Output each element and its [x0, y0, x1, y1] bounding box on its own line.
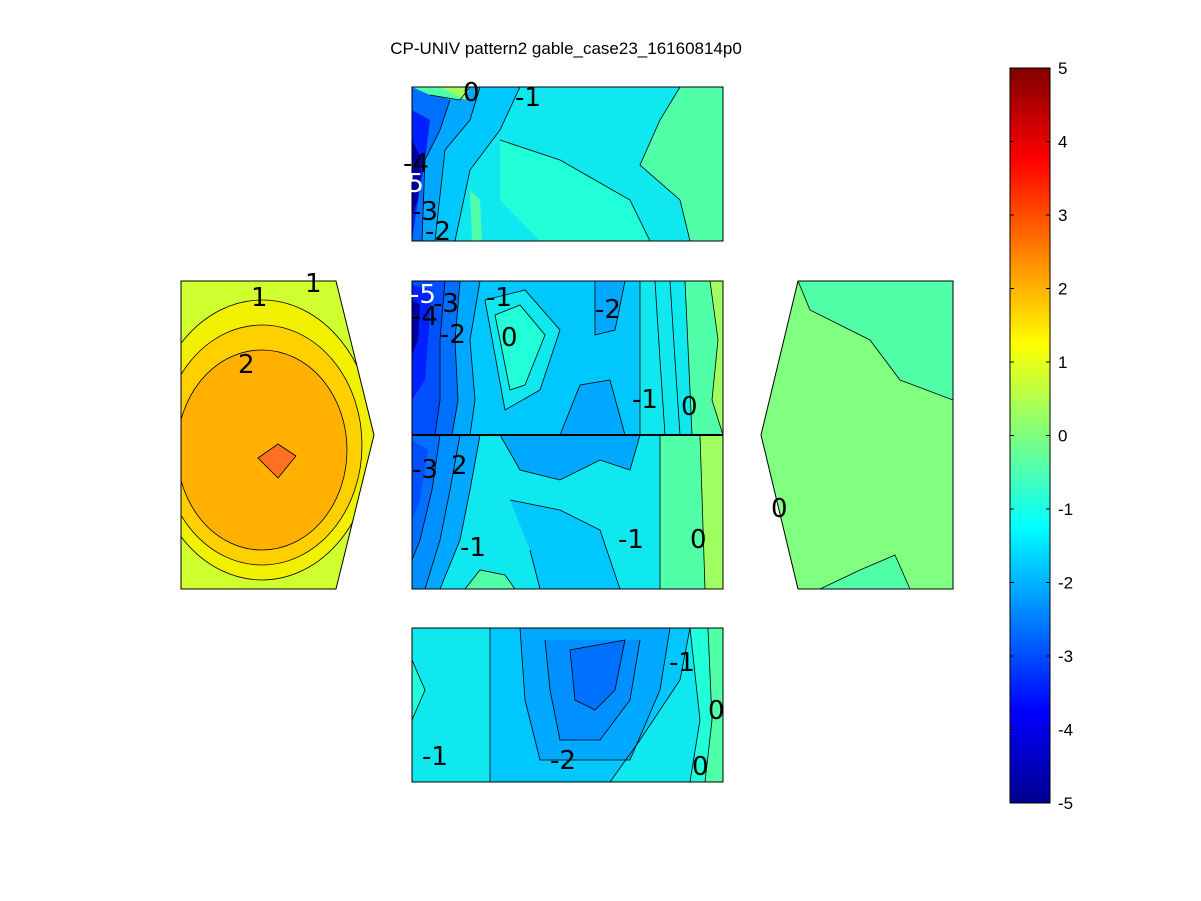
- panel-top: [412, 87, 723, 241]
- contour-label: 0: [690, 525, 707, 555]
- contour-label: -5: [410, 280, 436, 310]
- panel-roof-lower: [412, 435, 723, 589]
- panel-roof-upper: [412, 281, 723, 435]
- panel-right-region-top: [798, 281, 953, 400]
- contour-label: 0: [708, 696, 725, 726]
- contour-label: 0: [463, 78, 480, 108]
- contour-label: -2: [550, 746, 576, 776]
- contour-label: 1: [305, 269, 322, 299]
- contour-label: -4: [403, 149, 429, 179]
- panel-top-region-strip: [470, 190, 482, 241]
- panel-bottom-region-4: [570, 640, 625, 710]
- colorbar-tick-label: 1: [1058, 353, 1067, 372]
- contour-label: -5: [398, 169, 424, 199]
- panel-roof-upper-region-left5: [412, 300, 420, 355]
- contour-label: 0: [681, 392, 698, 422]
- chart-title: CP-UNIV pattern2 gable_case23_16160814p0: [390, 39, 742, 58]
- colorbar-tick-label: 5: [1058, 59, 1067, 78]
- colorbar-tick-label: -5: [1058, 794, 1073, 813]
- panel-right-frame: [760, 280, 954, 590]
- colorbar-tick-label: 3: [1058, 206, 1067, 225]
- contour-label: -1: [460, 533, 486, 563]
- panel-right-region-bottom: [820, 555, 910, 589]
- panel-roof-upper-region-center2: [495, 305, 545, 390]
- contour-label: -1: [632, 385, 658, 415]
- contour-label: -2: [595, 295, 621, 325]
- contour-label: -1: [486, 283, 512, 313]
- colorbar: 5 4 3 2 1 0 -1 -2 -3 -4 -5: [1009, 59, 1073, 813]
- colorbar-tick-label: -4: [1058, 721, 1073, 740]
- contour-label: -1: [618, 525, 644, 555]
- contour-label: -1: [669, 648, 695, 678]
- colorbar-tick-label: 4: [1058, 133, 1067, 152]
- contour-label: 1: [251, 283, 268, 313]
- contour-label: 0: [501, 323, 518, 353]
- colorbar-gradient: [1009, 67, 1051, 804]
- colorbar-tick-label: 2: [1058, 280, 1067, 299]
- colorbar-tick-label: -3: [1058, 647, 1073, 666]
- contour-label: -2: [425, 217, 451, 247]
- panel-left: [181, 281, 374, 589]
- panel-bottom: [412, 628, 723, 782]
- panel-left-peak: [258, 444, 296, 478]
- colorbar-tick-label: -2: [1058, 574, 1073, 593]
- panel-roof-lower-region-mid: [510, 500, 620, 589]
- colorbar-tick-label: -1: [1058, 500, 1073, 519]
- panel-roof-upper-region-blob: [560, 380, 625, 435]
- contour-label: 2: [238, 350, 255, 380]
- contour-label: 0: [771, 494, 788, 524]
- contour-labels: 0 -1 -4 -5 -3 -2 1 1 2 -5 -3 -4 -2 -1 0 …: [238, 78, 788, 782]
- panel-roof-lower-region-left4: [412, 440, 428, 520]
- contour-label: -1: [515, 83, 541, 113]
- panel-top-region-green: [640, 87, 723, 241]
- contour-label: -4: [412, 302, 438, 332]
- contour-label: -2: [440, 320, 466, 350]
- panel-roof-lower-region-top: [500, 435, 640, 480]
- panel-left-ring3: [181, 350, 347, 550]
- contour-label: -3: [433, 289, 459, 319]
- colorbar-tick-label: 0: [1058, 427, 1067, 446]
- panel-bottom-region-left: [412, 660, 425, 720]
- panel-top-frame: [411, 86, 724, 242]
- panel-bottom-frame: [411, 627, 724, 783]
- contour-label: 0: [692, 752, 709, 782]
- contour-label: -1: [422, 742, 448, 772]
- panel-top-region-cyan2: [500, 140, 650, 241]
- panel-top-region-blue3: [412, 110, 430, 241]
- panel-right: [761, 281, 953, 589]
- contour-label: -3: [412, 197, 438, 227]
- panel-roof-upper-region-blob2: [595, 281, 625, 335]
- panel-left-frame: [180, 280, 375, 590]
- contour-label: 2: [451, 451, 468, 481]
- colorbar-ticks: 5 4 3 2 1 0 -1 -2 -3 -4 -5: [1010, 59, 1073, 813]
- contour-label: -3: [412, 455, 438, 485]
- panel-roof-lower-region-right2: [700, 435, 723, 589]
- panel-top-region-blue4: [412, 140, 422, 215]
